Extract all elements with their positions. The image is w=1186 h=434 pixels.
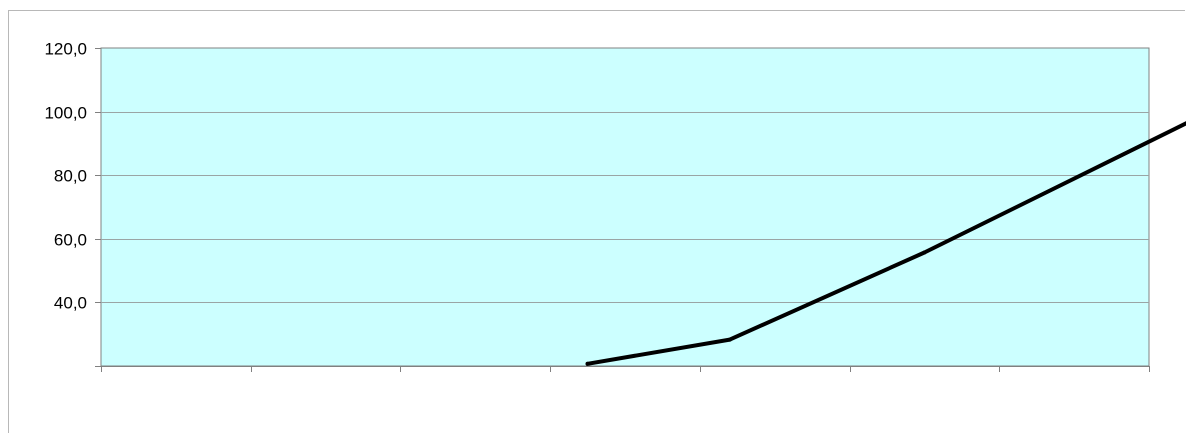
y-tick-label: 60,0 xyxy=(54,231,87,250)
y-tick-label: 40,0 xyxy=(54,294,87,313)
x-axis xyxy=(95,366,1150,372)
data-point xyxy=(585,361,590,366)
data-point xyxy=(922,250,927,255)
y-axis: 40,0 60,0 80,0 100,0 120,0 xyxy=(44,40,101,367)
series-line xyxy=(585,121,1186,366)
series-group xyxy=(585,121,1186,366)
plot-area xyxy=(100,47,1150,367)
y-tick-label: 80,0 xyxy=(54,167,87,186)
grid-lines xyxy=(101,112,1149,303)
chart-frame xyxy=(8,10,1185,433)
y-tick-label: 100,0 xyxy=(44,104,87,123)
data-point xyxy=(727,337,732,342)
y-tick-label: 120,0 xyxy=(44,40,87,59)
